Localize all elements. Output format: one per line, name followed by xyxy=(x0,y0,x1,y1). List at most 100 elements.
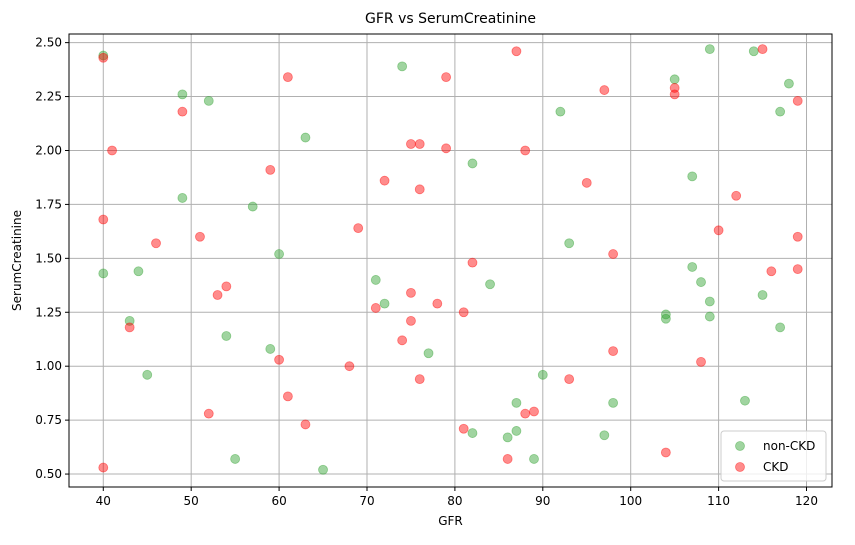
data-point xyxy=(406,287,416,298)
data-point xyxy=(379,298,390,309)
data-point xyxy=(195,231,205,242)
data-point xyxy=(212,290,223,300)
data-point xyxy=(564,374,575,385)
data-point xyxy=(379,175,390,186)
x-tick-label: 120 xyxy=(795,494,818,508)
data-point xyxy=(608,346,619,357)
data-point xyxy=(406,139,416,149)
data-point xyxy=(502,454,513,464)
y-axis-label: SerumCreatinine xyxy=(10,210,24,311)
y-tick-label: 0.75 xyxy=(35,413,62,427)
data-point xyxy=(441,72,452,83)
data-point xyxy=(704,296,715,307)
data-point xyxy=(713,225,724,236)
data-point xyxy=(98,50,109,61)
y-tick-label: 2.25 xyxy=(35,90,62,104)
data-point xyxy=(775,322,786,333)
data-point xyxy=(669,83,680,93)
series-non-ckd xyxy=(98,44,794,475)
data-point xyxy=(133,266,144,277)
y-tick-label: 2.00 xyxy=(35,143,62,157)
data-point xyxy=(696,277,706,287)
x-tick-label: 110 xyxy=(707,494,730,508)
data-point xyxy=(529,406,539,417)
data-point xyxy=(98,214,109,225)
data-point xyxy=(740,395,750,406)
x-axis-label: GFR xyxy=(438,514,463,528)
data-point xyxy=(704,44,715,54)
data-point xyxy=(177,193,188,203)
data-point xyxy=(792,264,803,275)
data-point xyxy=(441,143,452,154)
data-point xyxy=(397,335,408,346)
grid-lines xyxy=(69,34,832,487)
data-point xyxy=(300,132,311,143)
data-point xyxy=(766,266,777,277)
data-point xyxy=(775,106,786,117)
data-point xyxy=(98,52,109,63)
data-point xyxy=(520,145,531,156)
data-point xyxy=(98,268,109,279)
x-tick-label: 80 xyxy=(447,494,462,508)
chart-title: GFR vs SerumCreatinine xyxy=(365,11,536,27)
data-points xyxy=(98,44,803,475)
legend-marker xyxy=(735,462,745,472)
data-point xyxy=(458,423,469,434)
legend-label: CKD xyxy=(763,460,789,474)
data-point xyxy=(485,279,495,290)
data-point xyxy=(203,95,214,106)
legend-label: non-CKD xyxy=(763,439,815,453)
x-tick-label: 70 xyxy=(359,494,374,508)
plot-area-frame xyxy=(68,33,833,488)
data-point xyxy=(414,139,425,149)
data-point xyxy=(318,464,328,475)
data-point xyxy=(98,462,109,473)
y-tick-label: 1.50 xyxy=(35,251,62,265)
data-point xyxy=(221,331,232,341)
data-point xyxy=(520,408,531,419)
data-point xyxy=(458,307,469,318)
data-point xyxy=(370,275,381,285)
y-tick-label: 1.75 xyxy=(35,197,62,211)
data-point xyxy=(177,106,188,117)
x-tick-label: 40 xyxy=(96,494,111,508)
data-point xyxy=(669,74,680,85)
data-point xyxy=(247,201,258,212)
x-tick-label: 100 xyxy=(619,494,642,508)
data-point xyxy=(502,432,513,443)
x-tick-label: 60 xyxy=(271,494,286,508)
data-point xyxy=(344,361,355,372)
data-point xyxy=(177,89,188,100)
data-point xyxy=(151,238,161,249)
axis-ticks: 40 50 60 70 80 90 100 110 120 0.50 0.75 1.00 1.25 1.5… xyxy=(35,36,818,508)
data-point xyxy=(537,369,548,380)
data-point xyxy=(784,78,794,89)
data-point xyxy=(511,426,522,436)
data-point xyxy=(414,374,425,385)
data-point xyxy=(282,391,293,402)
data-point xyxy=(274,354,284,365)
data-point xyxy=(731,190,742,201)
data-point xyxy=(704,311,715,322)
data-point xyxy=(124,315,135,326)
data-point xyxy=(467,428,478,438)
data-point xyxy=(203,408,214,419)
data-point xyxy=(221,281,232,292)
y-tick-label: 0.50 xyxy=(35,467,62,481)
data-point xyxy=(555,106,566,117)
data-point xyxy=(792,95,803,106)
data-point xyxy=(142,369,153,380)
data-point xyxy=(696,356,706,367)
legend-marker xyxy=(735,441,745,451)
data-point xyxy=(660,447,671,458)
data-point xyxy=(353,223,364,234)
data-point xyxy=(599,430,610,441)
data-point xyxy=(423,348,434,359)
data-point xyxy=(274,249,284,259)
data-point xyxy=(669,89,680,100)
legend: non-CKD CKD xyxy=(720,430,827,482)
data-point xyxy=(300,419,311,430)
data-point xyxy=(608,397,619,408)
data-point xyxy=(599,85,610,95)
data-point xyxy=(748,46,759,57)
